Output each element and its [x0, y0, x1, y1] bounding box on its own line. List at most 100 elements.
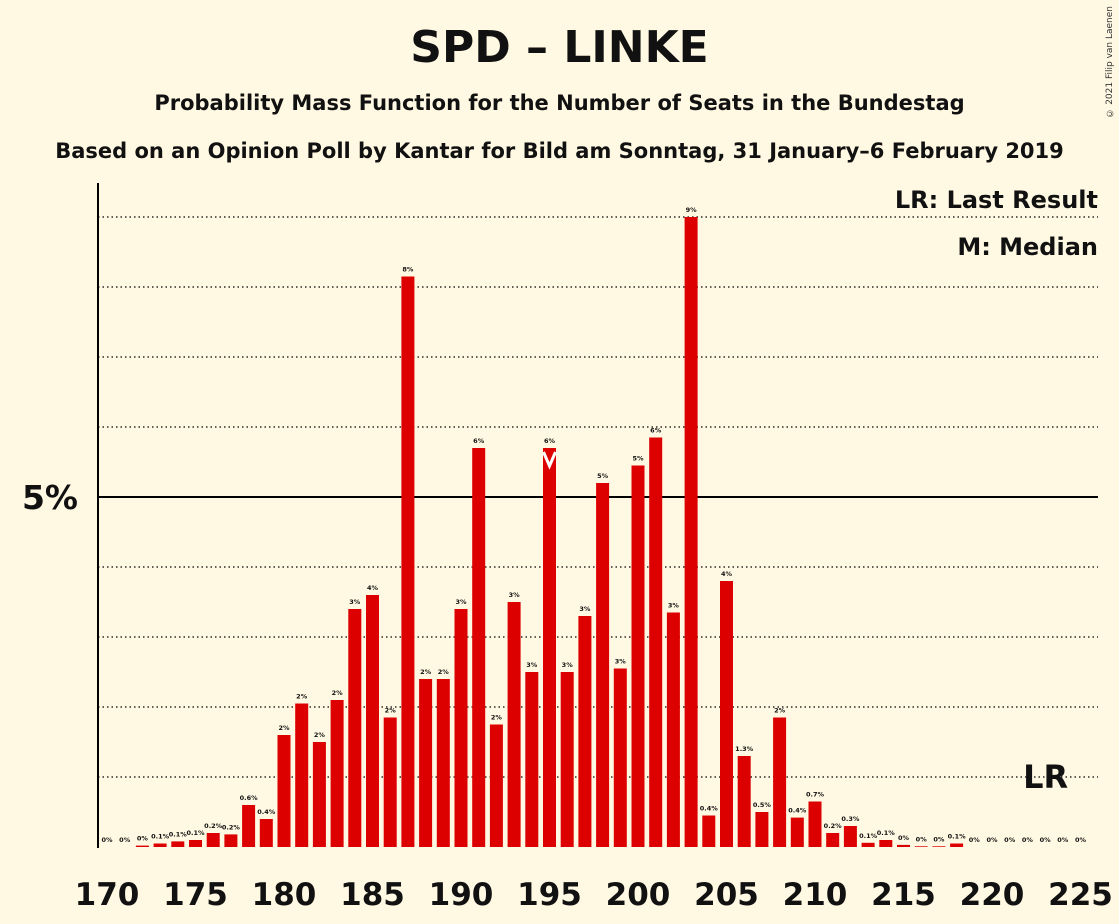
bar-178	[242, 805, 256, 847]
bar-label-208: 2%	[774, 707, 786, 715]
bar-211	[826, 833, 840, 847]
bar-label-196: 3%	[562, 661, 574, 669]
bar-label-197: 3%	[579, 605, 591, 613]
bar-label-221: 0%	[1004, 836, 1016, 844]
x-tick-label-200: 200	[606, 877, 671, 913]
bar-212	[843, 826, 857, 847]
bar-193	[507, 602, 521, 847]
bar-180	[277, 735, 291, 847]
x-tick-label-215: 215	[871, 877, 936, 913]
bar-188	[419, 679, 433, 847]
bar-210	[808, 801, 822, 847]
bar-label-212: 0.3%	[841, 815, 860, 823]
bar-label-214: 0.1%	[877, 829, 896, 837]
bar-179	[259, 819, 273, 847]
bar-label-171: 0%	[119, 836, 131, 844]
legend-median: M: Median	[957, 233, 1098, 261]
bar-197	[578, 616, 592, 847]
bar-label-191: 6%	[473, 437, 485, 445]
bar-187	[401, 276, 415, 847]
bar-216	[914, 846, 928, 847]
x-tick-label-175: 175	[163, 877, 228, 913]
bar-192	[489, 724, 503, 847]
bar-label-224: 0%	[1057, 836, 1069, 844]
bar-label-225: 0%	[1075, 836, 1087, 844]
bar-173	[153, 843, 167, 847]
bar-172	[135, 845, 149, 847]
bar-label-199: 3%	[615, 658, 627, 666]
bar-label-210: 0.7%	[806, 791, 825, 799]
bar-label-216: 0%	[916, 835, 928, 843]
bar-label-219: 0%	[969, 836, 981, 844]
bar-215	[897, 844, 910, 847]
bar-205	[720, 581, 733, 847]
bar-label-194: 3%	[526, 661, 538, 669]
chart-subtitle: Probability Mass Function for the Number…	[154, 91, 965, 115]
bar-label-173: 0.1%	[151, 833, 170, 841]
bar-176	[206, 833, 220, 847]
bar-label-201: 6%	[650, 427, 662, 435]
bar-label-180: 2%	[278, 724, 290, 732]
bar-label-184: 3%	[349, 598, 361, 606]
bar-207	[755, 812, 769, 847]
bar-190	[454, 609, 468, 847]
bar-177	[224, 834, 238, 847]
bar-191	[472, 448, 486, 847]
bar-label-192: 2%	[491, 714, 503, 722]
bar-217	[932, 846, 946, 847]
bar-label-200: 5%	[632, 455, 644, 463]
bar-181	[295, 703, 309, 847]
bar-label-172: 0%	[137, 835, 149, 843]
x-tick-label-220: 220	[960, 877, 1025, 913]
x-tick-label-195: 195	[517, 877, 582, 913]
bar-184	[348, 609, 362, 847]
bar-203	[684, 217, 698, 847]
bar-label-205: 4%	[721, 570, 733, 578]
bar-198	[596, 483, 610, 847]
bar-204	[702, 815, 716, 847]
bar-194	[525, 672, 539, 847]
bar-189	[436, 679, 450, 847]
bar-label-188: 2%	[420, 668, 432, 676]
bar-label-187: 8%	[402, 266, 414, 274]
x-tick-label-170: 170	[75, 877, 140, 913]
chart-title: SPD – LINKE	[410, 22, 709, 73]
bar-202	[666, 612, 680, 847]
bar-label-222: 0%	[1022, 836, 1034, 844]
x-tick-label-205: 205	[694, 877, 759, 913]
bar-label-177: 0.2%	[222, 823, 241, 831]
x-tick-label-225: 225	[1048, 877, 1113, 913]
bar-label-190: 3%	[455, 598, 467, 606]
bar-label-181: 2%	[296, 693, 308, 701]
bar-label-217: 0%	[933, 835, 945, 843]
bar-195	[543, 448, 556, 847]
legend-last-result: LR: Last Result	[894, 186, 1098, 214]
bar-label-218: 0.1%	[948, 833, 967, 841]
bar-label-213: 0.1%	[859, 832, 878, 840]
bar-175	[189, 840, 202, 847]
bar-label-179: 0.4%	[257, 808, 276, 816]
bar-213	[861, 842, 875, 847]
bar-label-174: 0.1%	[169, 830, 188, 838]
chart-source: Based on an Opinion Poll by Kantar for B…	[55, 139, 1064, 163]
bar-label-175: 0.1%	[186, 829, 205, 837]
bar-206	[737, 756, 751, 847]
bar-label-206: 1.3%	[735, 745, 754, 753]
bar-label-215: 0%	[898, 834, 910, 842]
bar-label-189: 2%	[438, 668, 450, 676]
bar-218	[950, 843, 964, 847]
bar-label-170: 0%	[101, 836, 113, 844]
median-marker	[542, 451, 557, 470]
bar-label-223: 0%	[1040, 836, 1052, 844]
bar-label-203: 9%	[686, 206, 698, 214]
bar-186	[383, 717, 397, 847]
bar-label-195: 6%	[544, 437, 556, 445]
bar-label-178: 0.6%	[240, 794, 259, 802]
bar-label-209: 0.4%	[788, 807, 807, 815]
bar-182	[312, 742, 326, 847]
bar-201	[649, 437, 663, 847]
bar-label-176: 0.2%	[204, 822, 223, 830]
bar-label-204: 0.4%	[700, 805, 719, 813]
bar-199	[613, 668, 627, 847]
bar-label-182: 2%	[314, 731, 326, 739]
